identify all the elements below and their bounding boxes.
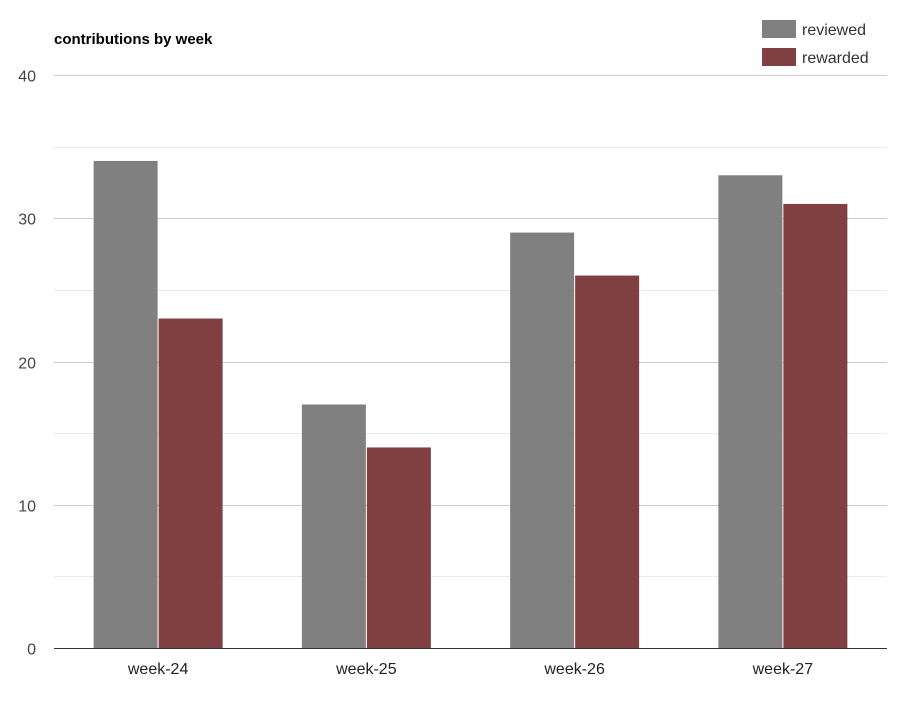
bar-reviewed-week-24 (93, 160, 158, 648)
bar-reviewed-week-26 (510, 232, 575, 648)
bar-reviewed-week-27 (718, 175, 783, 648)
x-tick-label: week-24 (127, 661, 189, 678)
y-tick-label: 30 (18, 212, 36, 229)
bar-rewarded-week-25 (366, 447, 431, 648)
bar-rewarded-week-24 (158, 318, 223, 648)
bar-rewarded-week-26 (575, 275, 640, 648)
legend: reviewed rewarded (762, 20, 869, 67)
bar-reviewed-week-25 (301, 404, 366, 648)
legend-swatch-reviewed (762, 20, 796, 38)
y-tick-label: 20 (18, 356, 36, 373)
legend-swatch-rewarded (762, 48, 796, 66)
x-tick-label: week-27 (752, 661, 814, 678)
x-tick-label: week-26 (543, 661, 605, 678)
bar-rewarded-week-27 (783, 203, 848, 649)
legend-label-rewarded: rewarded (802, 50, 869, 67)
y-tick-label: 40 (18, 69, 36, 86)
chart-title: contributions by week (54, 31, 213, 48)
y-tick-label: 0 (27, 642, 36, 659)
axes: 0 10 20 30 40 week-24 week-25 week-26 week-27 (18, 69, 887, 678)
bars (93, 160, 848, 649)
x-tick-label: week-25 (335, 661, 397, 678)
legend-label-reviewed: reviewed (802, 22, 866, 39)
y-tick-label: 10 (18, 499, 36, 516)
